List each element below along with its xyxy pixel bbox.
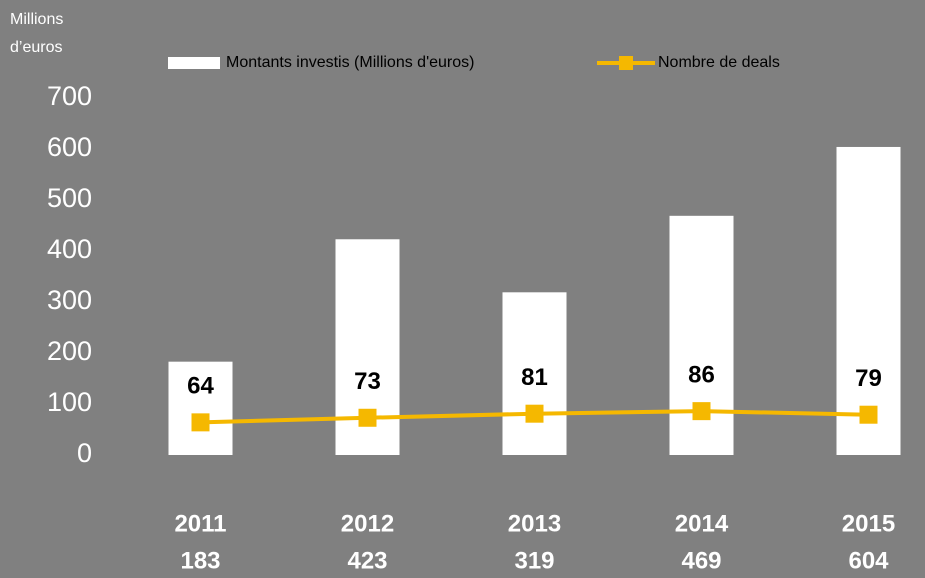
y-axis-label: Millions [10,11,63,28]
x-tick-label: 2012 [341,510,394,537]
bar [836,146,901,455]
y-tick-label: 100 [47,387,92,417]
y-axis-label: d’euros [10,39,62,56]
legend-label: Montants investis (Millions d'euros) [226,54,474,71]
marker [859,405,878,424]
data-label: 73 [354,368,381,395]
y-tick-label: 0 [77,438,92,468]
data-label: 64 [187,373,214,400]
bar [502,292,567,455]
x-tick-label: 2015 [842,510,895,537]
bar-value-label: 423 [347,547,387,574]
legend-swatch [619,56,633,70]
data-label: 86 [688,361,715,388]
bar-value-label: 469 [681,547,721,574]
y-tick-label: 700 [47,81,92,111]
y-tick-label: 600 [47,132,92,162]
x-tick-label: 2013 [508,510,561,537]
bar-value-label: 183 [180,547,220,574]
x-tick-label: 2011 [174,510,226,537]
bar-value-label: 319 [514,547,554,574]
marker [692,402,711,421]
marker [358,408,377,427]
y-tick-label: 200 [47,336,92,366]
marker [191,413,210,432]
bar [168,361,233,455]
y-tick-label: 300 [47,285,92,315]
marker [525,404,544,423]
y-tick-label: 400 [47,234,92,264]
x-tick-label: 2014 [675,510,729,537]
legend-swatch [168,57,220,69]
bar-value-label: 604 [848,547,889,574]
data-label: 81 [521,364,548,391]
legend-label: Nombre de deals [658,54,780,71]
y-tick-label: 500 [47,183,92,213]
data-label: 79 [855,365,882,392]
